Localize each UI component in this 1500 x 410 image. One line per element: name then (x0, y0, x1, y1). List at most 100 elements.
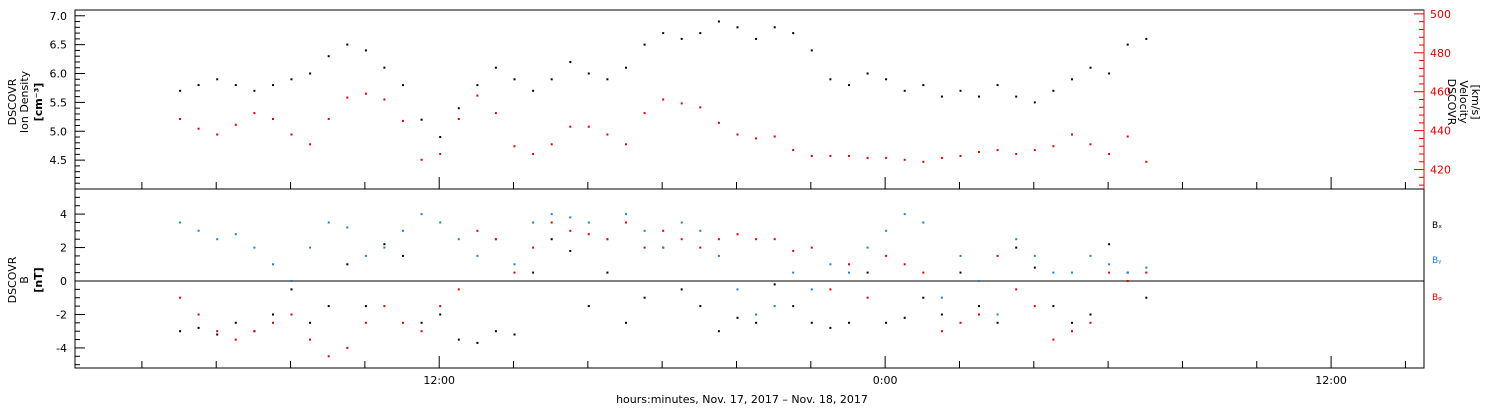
bz-point (736, 233, 739, 236)
bx-point (1089, 313, 1092, 316)
velocity-point (996, 149, 999, 152)
top-panel-frame (74, 9, 1425, 190)
ion-density-point (364, 49, 367, 52)
bz-point (420, 330, 423, 333)
velocity-point (940, 156, 943, 159)
by-point (1108, 263, 1111, 266)
bz-point (1089, 321, 1092, 324)
legend-by: Bᵧ (1432, 256, 1442, 266)
top-left-tick-label: 5.0 (50, 125, 68, 138)
bx-point (197, 326, 200, 329)
ion-density-point (755, 37, 758, 40)
bz-point (773, 238, 776, 241)
x-tick-label: 12:00 (423, 374, 455, 387)
velocity-point (587, 125, 590, 128)
bz-point (625, 221, 627, 224)
by-point (1015, 238, 1018, 241)
by-point (532, 221, 535, 224)
velocity-point (625, 143, 627, 146)
bz-point (327, 355, 330, 358)
ion-density-point (587, 72, 590, 75)
by-point (197, 229, 200, 232)
by-point (253, 246, 256, 249)
ion-density-point (680, 37, 683, 40)
ion-density-point (978, 95, 980, 98)
ion-density-point (346, 43, 349, 46)
bx-point (829, 326, 832, 329)
bx-point (1015, 246, 1018, 249)
velocity-point (513, 145, 516, 148)
ion-density-point (383, 66, 386, 69)
bz-point (940, 330, 943, 333)
bx-point (717, 330, 720, 333)
bx-point (290, 288, 293, 291)
by-point (1052, 271, 1055, 274)
by-point (885, 229, 888, 232)
by-point (402, 229, 404, 232)
bx-point (494, 330, 497, 333)
ion-density-point (1071, 78, 1073, 81)
bz-point (996, 254, 999, 257)
by-point (959, 254, 962, 257)
bz-point (1071, 330, 1073, 333)
ion-density-point (550, 78, 553, 81)
velocity-point (1052, 145, 1055, 148)
bz-point (234, 338, 237, 341)
ion-density-point (476, 84, 479, 87)
bz-point (885, 254, 888, 257)
bz-point (903, 263, 906, 266)
by-point (625, 213, 627, 216)
bx-point (699, 305, 702, 308)
bz-point (792, 249, 795, 252)
bz-point (717, 238, 720, 241)
bx-point (773, 283, 776, 286)
ion-density-point (699, 32, 702, 35)
top-right-tick-label: 480 (1430, 47, 1451, 60)
bz-point (309, 338, 312, 341)
top-right-tick-label: 420 (1430, 164, 1451, 177)
bz-point (569, 229, 572, 232)
by-point (1071, 271, 1073, 274)
bz-point (439, 305, 442, 308)
velocity-point (1089, 143, 1092, 146)
bx-point (383, 243, 386, 246)
bz-point (253, 330, 256, 333)
velocity-point (234, 123, 237, 126)
by-point (587, 221, 590, 224)
bx-point (810, 321, 813, 324)
by-point (866, 246, 869, 249)
ion-density-point (532, 89, 535, 92)
ion-density-point (513, 78, 516, 81)
ion-density-point (457, 107, 460, 110)
bx-point (848, 321, 850, 324)
x-axis-title: hours:minutes, Nov. 17, 2017 – Nov. 18, … (616, 393, 868, 406)
velocity-point (272, 118, 274, 120)
velocity-point (364, 92, 367, 95)
bz-point (532, 246, 535, 249)
bottom-panel-points (179, 213, 1148, 358)
bx-point (1145, 296, 1148, 299)
bx-point (978, 305, 980, 308)
top-right-tick-label: 460 (1430, 86, 1451, 99)
by-point (829, 263, 832, 266)
ion-density-point (1126, 43, 1129, 46)
bx-point (179, 330, 182, 333)
by-point (439, 221, 442, 224)
bx-point (755, 321, 758, 324)
bz-point (346, 346, 349, 349)
ion-density-point (234, 84, 237, 87)
top-left-ylabel-line2: Ion Density (18, 70, 31, 133)
velocity-point (569, 125, 572, 128)
bx-point (532, 271, 535, 274)
bz-point (383, 305, 386, 308)
bx-point (327, 305, 330, 308)
ion-density-point (1089, 66, 1092, 69)
velocity-point (922, 160, 925, 163)
by-point (643, 229, 646, 232)
bottom-left-ylabel-line1: DSCOVR (6, 256, 19, 303)
bz-point (699, 246, 702, 249)
velocity-point (383, 98, 386, 101)
bx-point (1071, 321, 1073, 324)
ion-density-point (643, 43, 646, 46)
ion-density-point (792, 32, 795, 35)
